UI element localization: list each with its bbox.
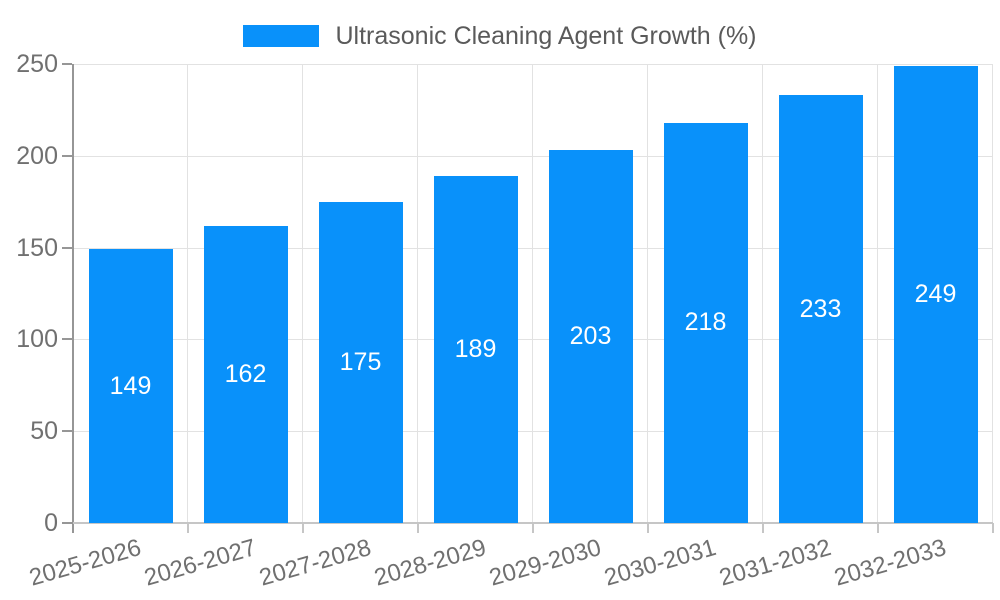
bar-value-label: 162 bbox=[224, 359, 267, 388]
gridline-horizontal bbox=[73, 431, 993, 433]
x-axis-tick bbox=[302, 523, 304, 533]
gridline-vertical bbox=[187, 64, 188, 523]
y-axis-tick bbox=[62, 522, 72, 524]
bar: 175 bbox=[318, 201, 403, 523]
gridline-vertical bbox=[877, 64, 878, 523]
x-axis-tick bbox=[992, 523, 994, 533]
bar: 218 bbox=[663, 122, 748, 523]
gridline-horizontal bbox=[73, 64, 993, 65]
y-axis-label: 50 bbox=[30, 417, 58, 446]
legend-swatch bbox=[243, 25, 320, 47]
bar: 149 bbox=[88, 249, 173, 523]
bar-value-label: 218 bbox=[684, 308, 727, 337]
y-axis-line bbox=[72, 64, 74, 533]
x-axis-tick bbox=[762, 523, 764, 533]
gridline-vertical bbox=[302, 64, 303, 523]
bar: 233 bbox=[778, 95, 863, 523]
gridline-vertical bbox=[647, 64, 648, 523]
x-axis-tick bbox=[417, 523, 419, 533]
bar-value-label: 175 bbox=[339, 347, 382, 376]
bar: 249 bbox=[893, 65, 978, 523]
bar: 189 bbox=[433, 175, 518, 523]
bar-value-label: 249 bbox=[914, 279, 957, 308]
x-axis-tick bbox=[187, 523, 189, 533]
x-axis-tick bbox=[877, 523, 879, 533]
bar-value-label: 189 bbox=[454, 334, 497, 363]
y-axis-label: 200 bbox=[16, 141, 58, 170]
bar-value-label: 203 bbox=[569, 322, 612, 351]
legend: Ultrasonic Cleaning Agent Growth (%) bbox=[0, 22, 1000, 50]
y-axis-tick bbox=[62, 338, 72, 341]
y-axis-label: 250 bbox=[16, 50, 58, 78]
gridline-horizontal bbox=[73, 339, 993, 341]
bar: 203 bbox=[548, 150, 633, 523]
y-axis-label: 0 bbox=[44, 509, 58, 537]
y-axis-tick bbox=[62, 154, 72, 157]
gridline-vertical bbox=[762, 64, 763, 523]
bar-value-label: 233 bbox=[799, 294, 842, 323]
y-axis-label: 150 bbox=[16, 233, 58, 262]
gridline-horizontal bbox=[73, 155, 993, 157]
x-axis-tick bbox=[532, 523, 534, 533]
y-axis-tick bbox=[62, 430, 72, 433]
y-axis-tick bbox=[62, 63, 72, 65]
bar: 162 bbox=[203, 225, 288, 523]
gridline-vertical bbox=[992, 64, 993, 523]
gridline-vertical bbox=[532, 64, 533, 523]
y-axis-tick bbox=[62, 246, 72, 249]
y-axis-label: 100 bbox=[16, 325, 58, 354]
x-axis-tick bbox=[647, 523, 649, 533]
legend-title: Ultrasonic Cleaning Agent Growth (%) bbox=[335, 22, 757, 50]
gridline-vertical bbox=[417, 64, 418, 523]
bar-value-label: 149 bbox=[109, 371, 152, 400]
gridline-horizontal bbox=[73, 247, 993, 249]
